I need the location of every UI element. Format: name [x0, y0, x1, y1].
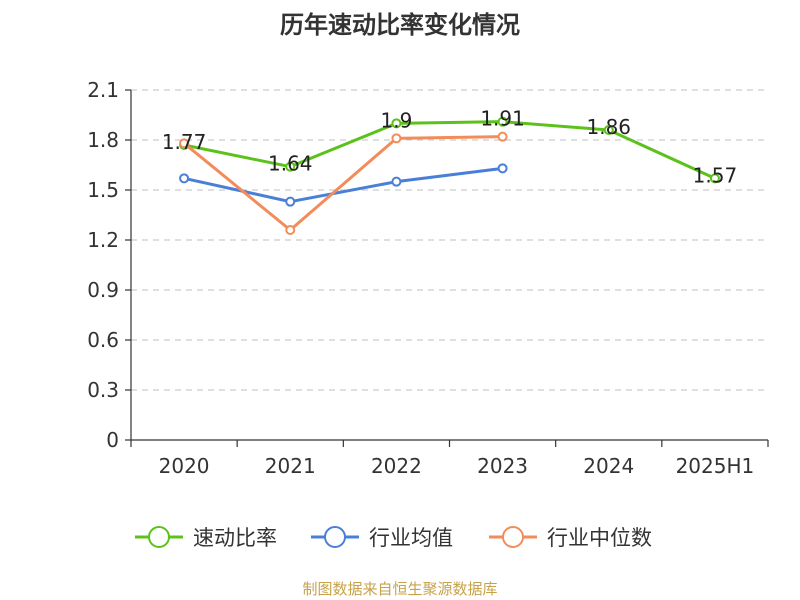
data-label: 1.86	[586, 115, 631, 139]
data-label: 1.57	[693, 163, 738, 187]
series-line	[183, 120, 716, 180]
x-tick-label: 2021	[265, 454, 316, 478]
x-tick-label: 2025H1	[676, 454, 755, 478]
legend-item[interactable]: 行业中位数	[489, 526, 652, 550]
y-tick-label: 1.8	[87, 128, 119, 152]
legend-swatch-marker	[324, 526, 346, 548]
y-tick-label: 1.5	[87, 178, 119, 202]
x-tick-label: 2023	[477, 454, 528, 478]
x-tick-label: 2024	[583, 454, 634, 478]
legend: 速动比率 行业均值 行业中位数	[135, 526, 652, 550]
y-tick-label: 0	[106, 428, 119, 452]
data-labels: 1.77 1.64 1.9 1.91 1.86 1.57	[162, 107, 737, 188]
y-tick-label: 0.6	[87, 328, 119, 352]
legend-label: 行业均值	[369, 526, 453, 550]
y-tick-label: 2.1	[87, 78, 119, 102]
data-point	[497, 131, 508, 142]
data-point	[285, 196, 296, 207]
legend-item[interactable]: 速动比率	[135, 526, 277, 550]
data-point	[603, 125, 614, 135]
x-tick-label: 2022	[371, 454, 422, 478]
source-note: 制图数据来自恒生聚源数据库	[302, 580, 497, 598]
data-point	[497, 163, 508, 174]
axes: 0 0.3 0.6 0.9 1.2 1.5 1.8 2.1 2020 2021 2022 2023 20…	[87, 78, 769, 478]
data-point	[179, 138, 190, 149]
legend-swatch-marker	[502, 526, 524, 548]
data-point	[285, 161, 296, 172]
legend-item[interactable]: 行业均值	[311, 526, 453, 550]
y-tick-label: 0.9	[87, 278, 119, 302]
y-tick-label: 0.3	[87, 378, 119, 402]
legend-swatch-marker	[148, 526, 170, 548]
chart-title: 历年速动比率变化情况	[280, 11, 520, 39]
data-label: 1.77	[162, 130, 207, 154]
gridlines	[131, 89, 768, 391]
data-point	[179, 173, 190, 184]
series-line	[183, 135, 503, 232]
x-tick-label: 2020	[159, 454, 210, 478]
data-point	[391, 176, 402, 187]
data-label: 1.9	[381, 108, 413, 132]
data-point	[391, 118, 402, 129]
y-tick-label: 1.2	[87, 228, 119, 252]
data-point	[285, 225, 296, 235]
data-label: 1.91	[480, 107, 525, 131]
legend-label: 速动比率	[193, 526, 277, 550]
data-point	[497, 116, 508, 127]
series-line	[183, 166, 503, 204]
data-point	[391, 133, 402, 144]
data-point	[709, 173, 720, 184]
legend-label: 行业中位数	[547, 526, 652, 550]
series-lines	[179, 116, 720, 235]
data-label: 1.64	[268, 152, 313, 176]
